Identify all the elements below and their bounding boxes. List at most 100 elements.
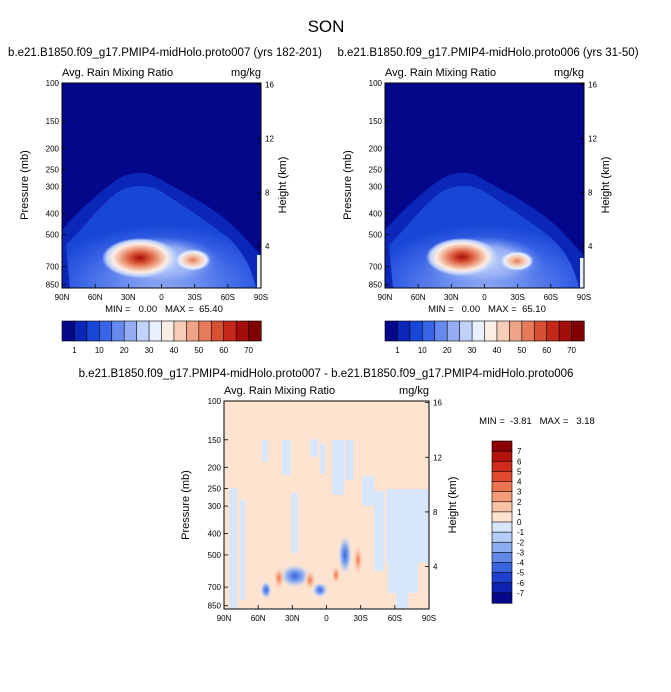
y-ticks-right: 4 8 12 16 — [425, 399, 442, 572]
y-tick-label: 100 — [208, 397, 222, 406]
heatmap-field — [385, 83, 584, 288]
min-max-label: MIN = 0.00 MAX = 65.10 — [428, 304, 546, 315]
colorbar-swatch — [491, 450, 513, 462]
colorbar-tick-label: 50 — [194, 346, 203, 355]
min-max-label: MIN = 0.00 MAX = 65.40 — [105, 304, 223, 315]
colorbar-swatch — [223, 320, 237, 342]
colorbar-tick-label: 20 — [443, 346, 452, 355]
colorbar-tick-label: 2 — [517, 498, 522, 507]
panel-control: b.e21.B1850.f09_g17.PMIP4-midHolo.proto0… — [8, 47, 322, 355]
y-right-tick-label: 12 — [265, 134, 274, 143]
colorbar: 1 10 20 30 40 50 60 70 — [61, 320, 262, 355]
case-title: b.e21.B1850.f09_g17.PMIP4-midHolo.proto0… — [79, 368, 574, 380]
field-label: Avg. Rain Mixing Ratio — [224, 385, 335, 397]
colorbar-swatch — [484, 320, 498, 342]
min-max-label: MIN = -3.81 MAX = 3.18 — [479, 416, 595, 427]
colorbar-tick-label: 4 — [517, 478, 522, 487]
y-ticks-left: 100 150 200 250 300 400 500 700 850 — [369, 79, 389, 290]
y-right-tick-label: 16 — [588, 81, 597, 90]
colorbar-tick-label: -3 — [517, 548, 525, 557]
case-title: b.e21.B1850.f09_g17.PMIP4-midHolo.proto0… — [8, 47, 322, 59]
heatmap-field — [62, 83, 261, 288]
colorbar-tick-label: 20 — [120, 346, 129, 355]
y-axis-label-right: Height (km) — [600, 157, 612, 214]
colorbar: 1 10 20 30 40 50 60 70 — [384, 320, 585, 355]
units-label: mg/kg — [399, 385, 429, 397]
colorbar-swatch — [173, 320, 187, 342]
x-tick-label: 90S — [577, 293, 591, 302]
colorbar-swatch — [491, 460, 513, 472]
colorbar-swatch — [496, 320, 510, 342]
x-ticks: 90N 60N 30N 0 30S 60S 90S — [55, 284, 268, 302]
y-tick-label: 150 — [208, 436, 222, 445]
colorbar-swatch — [186, 320, 200, 342]
y-tick-label: 300 — [369, 183, 383, 192]
y-right-tick-label: 16 — [265, 81, 274, 90]
y-right-tick-label: 8 — [265, 188, 270, 197]
colorbar-swatch — [491, 531, 513, 543]
colorbar-tick-label: -5 — [517, 569, 525, 578]
y-right-tick-label: 4 — [265, 242, 270, 251]
colorbar-swatch — [491, 541, 513, 553]
y-tick-label: 700 — [369, 262, 383, 271]
heatmap-field — [224, 401, 429, 609]
x-tick-label: 0 — [324, 614, 329, 623]
colorbar-tick-label: 40 — [169, 346, 178, 355]
x-tick-label: 30S — [354, 614, 368, 623]
colorbar-swatch — [123, 320, 138, 342]
y-tick-label: 250 — [46, 165, 60, 174]
colorbar-swatch — [74, 320, 88, 342]
x-ticks: 90N 60N 30N 0 30S 60S 90S — [378, 284, 591, 302]
colorbar-swatch — [509, 320, 523, 342]
panel-difference: b.e21.B1850.f09_g17.PMIP4-midHolo.proto0… — [79, 368, 595, 623]
y-tick-label: 400 — [208, 530, 222, 539]
panel-test: b.e21.B1850.f09_g17.PMIP4-midHolo.proto0… — [337, 47, 638, 355]
y-tick-label: 850 — [208, 602, 222, 611]
y-tick-label: 400 — [46, 210, 60, 219]
colorbar-swatch — [198, 320, 212, 342]
x-ticks: 90N 60N 30N 0 30S 60S 90S — [217, 605, 436, 623]
x-tick-label: 30N — [444, 293, 459, 302]
colorbar-swatch — [491, 582, 513, 594]
y-axis-label: Pressure (mb) — [19, 150, 31, 220]
y-axis-label-right: Height (km) — [277, 157, 289, 214]
colorbar-tick-label: 1 — [395, 346, 400, 355]
y-tick-label: 300 — [46, 183, 60, 192]
y-tick-label: 500 — [208, 551, 222, 560]
colorbar-tick-label: 10 — [95, 346, 104, 355]
y-right-tick-label: 12 — [588, 134, 597, 143]
colorbar-swatch — [248, 320, 262, 342]
colorbar-swatch — [422, 320, 436, 342]
x-tick-label: 0 — [159, 293, 164, 302]
colorbar-tick-label: -6 — [517, 579, 525, 588]
colorbar-swatch — [491, 501, 513, 513]
colorbar-swatch — [161, 320, 175, 342]
colorbar-tick-label: 60 — [219, 346, 228, 355]
colorbar-swatch — [558, 320, 573, 342]
colorbar-tick-label: 40 — [492, 346, 501, 355]
colorbar-swatch — [546, 320, 560, 342]
x-tick-label: 60N — [411, 293, 426, 302]
x-tick-label: 90N — [55, 293, 70, 302]
colorbar-tick-label: 30 — [468, 346, 477, 355]
colorbar-swatch — [491, 572, 513, 584]
colorbar-tick-label: 1 — [72, 346, 77, 355]
colorbar-swatch — [397, 320, 411, 342]
colorbar-tick-label: 70 — [567, 346, 576, 355]
colorbar-tick-label: -4 — [517, 559, 525, 568]
y-right-tick-label: 12 — [433, 453, 442, 462]
colorbar-swatch — [61, 320, 76, 342]
colorbar-swatch — [491, 592, 513, 604]
y-right-tick-label: 4 — [588, 242, 593, 251]
colorbar-tick-label: 5 — [517, 467, 522, 476]
colorbar-swatch — [235, 320, 250, 342]
x-tick-label: 30N — [285, 614, 300, 623]
colorbar-tick-label: 6 — [517, 457, 522, 466]
y-right-tick-label: 16 — [433, 399, 442, 408]
x-tick-label: 0 — [482, 293, 487, 302]
field-label: Avg. Rain Mixing Ratio — [385, 67, 496, 79]
colorbar-tick-label: 10 — [418, 346, 427, 355]
x-tick-label: 90N — [378, 293, 393, 302]
y-ticks-left: 100 150 200 250 300 400 500 700 850 — [208, 397, 228, 611]
y-axis-label: Pressure (mb) — [342, 150, 354, 220]
